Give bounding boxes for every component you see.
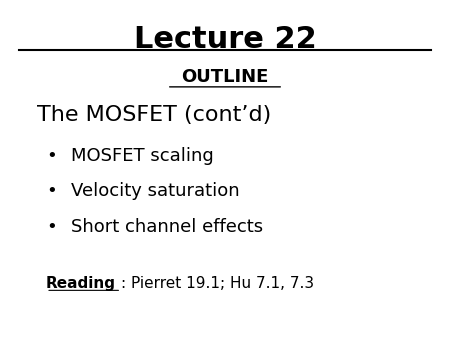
Text: Velocity saturation: Velocity saturation (71, 183, 239, 200)
Text: •: • (46, 218, 57, 236)
Text: Reading: Reading (46, 276, 116, 291)
Text: •: • (46, 183, 57, 200)
Text: : Pierret 19.1; Hu 7.1, 7.3: : Pierret 19.1; Hu 7.1, 7.3 (121, 276, 315, 291)
Text: MOSFET scaling: MOSFET scaling (71, 147, 213, 165)
Text: The MOSFET (cont’d): The MOSFET (cont’d) (37, 105, 271, 125)
Text: OUTLINE: OUTLINE (181, 68, 269, 87)
Text: Short channel effects: Short channel effects (71, 218, 263, 236)
Text: •: • (46, 147, 57, 165)
Text: Lecture 22: Lecture 22 (134, 25, 316, 54)
